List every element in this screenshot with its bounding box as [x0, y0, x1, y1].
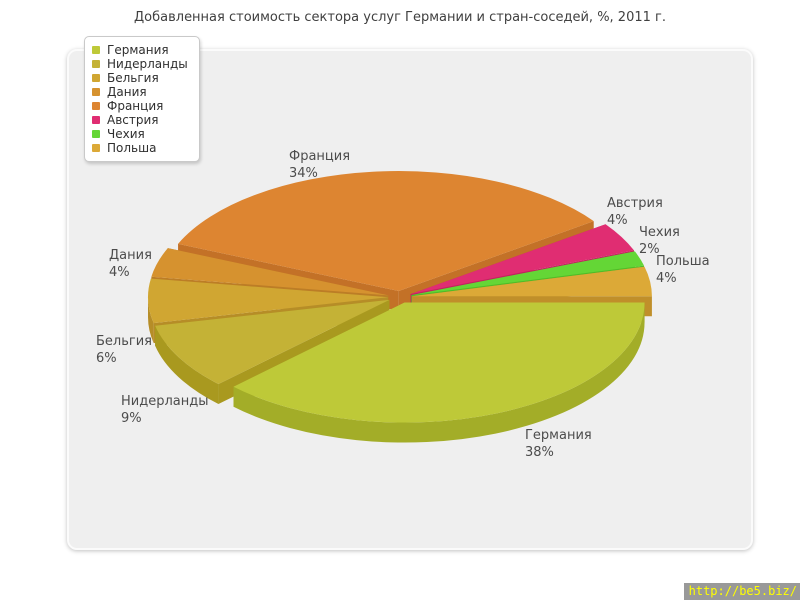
legend-label: Австрия: [107, 113, 159, 127]
legend-label: Дания: [107, 85, 147, 99]
pie-label-name: Нидерланды: [121, 394, 209, 409]
pie-label-name: Австрия: [607, 196, 663, 211]
pie-label-3: Дания 4%: [109, 247, 152, 281]
pie-label-value: 2%: [639, 242, 660, 257]
chart-title: Добавленная стоимость сектора услуг Герм…: [134, 10, 666, 25]
legend-box: Германия Нидерланды Бельгия Дания Франция Авс…: [84, 36, 200, 162]
legend-swatch-icon: [92, 60, 100, 68]
pie-label-value: 4%: [109, 265, 130, 280]
pie-slice-group-0: [233, 302, 645, 443]
watermark-link[interactable]: http://be5.biz/: [683, 583, 800, 600]
legend-label: Польша: [107, 141, 157, 155]
legend-label: Бельгия: [107, 71, 159, 85]
pie-label-value: 4%: [656, 271, 677, 286]
legend-item-2[interactable]: Бельгия: [92, 71, 188, 85]
pie-label-6: Чехия 2%: [639, 224, 680, 258]
pie-label-1: Нидерланды 9%: [121, 393, 209, 427]
pie-label-name: Франция: [289, 149, 351, 164]
pie-slice-0[interactable]: [233, 302, 645, 423]
pie-label-value: 38%: [525, 445, 554, 460]
pie-label-2: Бельгия 6%: [96, 333, 152, 367]
pie-slice-4[interactable]: [178, 171, 594, 292]
legend-item-1[interactable]: Нидерланды: [92, 57, 188, 71]
pie-slice-1[interactable]: [155, 299, 390, 385]
pie-label-name: Германия: [525, 428, 592, 443]
legend-swatch-icon: [92, 116, 100, 124]
pie-label-0: Германия 38%: [525, 427, 592, 461]
pie-label-name: Польша: [656, 254, 710, 269]
legend-swatch-icon: [92, 102, 100, 110]
pie-slice-7[interactable]: [411, 266, 652, 297]
legend-swatch-icon: [92, 144, 100, 152]
legend-label: Франция: [107, 99, 164, 113]
legend-item-3[interactable]: Дания: [92, 85, 188, 99]
legend-label: Чехия: [107, 127, 145, 141]
pie-slice-3[interactable]: [151, 248, 389, 296]
legend-swatch-icon: [92, 130, 100, 138]
pie-slice-6[interactable]: [411, 251, 645, 296]
pie-label-value: 34%: [289, 166, 318, 181]
legend-label: Нидерланды: [107, 57, 188, 71]
pie-slice-rim: [148, 297, 154, 344]
legend-swatch-icon: [92, 88, 100, 96]
legend-label: Германия: [107, 43, 169, 57]
pie-label-name: Чехия: [639, 225, 680, 240]
pie-label-value: 4%: [607, 213, 628, 228]
legend-swatch-icon: [92, 74, 100, 82]
pie-slice-5[interactable]: [410, 224, 635, 295]
pie-label-5: Австрия 4%: [607, 195, 663, 229]
pie-label-value: 6%: [96, 351, 117, 366]
pie-slice-rim: [233, 302, 645, 443]
legend-item-0[interactable]: Германия: [92, 43, 188, 57]
pie-label-value: 9%: [121, 411, 142, 426]
legend-item-6[interactable]: Чехия: [92, 127, 188, 141]
pie-label-7: Польша 4%: [656, 253, 710, 287]
pie-slice-2[interactable]: [148, 278, 389, 324]
pie-label-4: Франция 34%: [289, 148, 350, 182]
pie-label-name: Дания: [109, 248, 152, 263]
pie-slice-rim: [155, 325, 219, 405]
legend-item-7[interactable]: Польша: [92, 141, 188, 155]
legend-item-4[interactable]: Франция: [92, 99, 188, 113]
pie-label-name: Бельгия: [96, 334, 152, 349]
legend-item-5[interactable]: Австрия: [92, 113, 188, 127]
legend-swatch-icon: [92, 46, 100, 54]
